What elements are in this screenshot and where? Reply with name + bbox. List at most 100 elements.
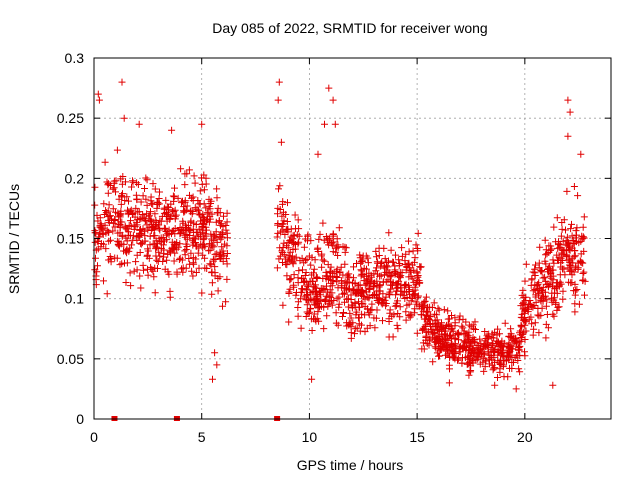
data-point [545, 249, 553, 256]
data-point [278, 212, 286, 220]
data-point [118, 193, 126, 201]
data-point [211, 349, 219, 357]
data-point [116, 211, 124, 219]
data-point [136, 226, 144, 234]
data-point [314, 308, 322, 316]
data-point [305, 252, 313, 260]
data-point [347, 314, 355, 322]
data-point [510, 337, 518, 345]
data-point [555, 238, 562, 246]
data-point [164, 250, 172, 258]
data-point [181, 181, 189, 189]
data-point [521, 277, 529, 285]
data-point [128, 241, 135, 249]
data-point [581, 291, 588, 299]
data-point [542, 302, 550, 310]
data-point [545, 242, 553, 250]
data-point [193, 205, 201, 213]
data-point [387, 246, 395, 254]
data-point [510, 358, 517, 366]
data-point [578, 232, 586, 240]
data-point [219, 302, 226, 310]
data-point [190, 172, 198, 180]
data-point [339, 243, 347, 251]
data-point [553, 251, 561, 259]
data-point [145, 254, 153, 262]
data-point [474, 349, 482, 356]
data-point [315, 235, 323, 243]
data-point [488, 341, 496, 349]
data-point [414, 293, 422, 301]
data-point [110, 184, 118, 192]
data-point [422, 293, 430, 301]
axis-ticks [93, 57, 611, 420]
data-point [389, 333, 397, 341]
data-point [181, 198, 189, 206]
data-point [121, 259, 128, 267]
data-point [364, 259, 372, 267]
data-point [571, 308, 579, 316]
data-point [522, 260, 530, 268]
data-point [531, 265, 539, 273]
data-point [403, 301, 411, 309]
data-point [431, 317, 439, 325]
data-point [322, 268, 330, 276]
data-point [185, 166, 193, 174]
data-point [472, 326, 479, 333]
data-point [129, 178, 137, 186]
data-point [324, 288, 332, 296]
data-point [313, 299, 321, 307]
data-point [563, 233, 571, 241]
data-point [571, 280, 579, 288]
data-point [442, 334, 450, 342]
data-point [402, 316, 410, 324]
data-point [168, 244, 176, 252]
data-point [463, 344, 470, 351]
data-point [579, 276, 587, 284]
plot-frame [93, 57, 612, 420]
data-point [416, 279, 424, 287]
data-point [544, 266, 551, 273]
data-point [571, 291, 579, 299]
data-point [299, 266, 306, 274]
data-point [512, 385, 520, 393]
data-point [126, 269, 134, 277]
data-point [276, 182, 284, 190]
data-point [125, 228, 133, 236]
data-point [332, 309, 340, 317]
data-point [208, 235, 216, 243]
data-point [455, 316, 463, 324]
data-point [294, 312, 302, 320]
data-point [133, 233, 141, 241]
data-point [222, 226, 230, 234]
data-point [519, 330, 527, 338]
data-point [449, 346, 457, 354]
data-point [333, 265, 341, 273]
data-point [423, 328, 431, 336]
data-point [103, 290, 111, 298]
data-point [143, 210, 151, 218]
data-point [385, 290, 393, 298]
data-point [548, 298, 556, 306]
data-point [395, 256, 403, 264]
data-point [454, 330, 462, 338]
data-point [522, 293, 530, 301]
data-point [317, 302, 325, 310]
data-point [471, 318, 479, 326]
data-point [216, 248, 224, 256]
data-point [459, 345, 467, 353]
data-point [309, 287, 317, 295]
data-point [198, 180, 206, 188]
data-point [397, 272, 405, 280]
data-point [215, 217, 223, 225]
data-point [447, 341, 455, 349]
data-point [273, 264, 281, 272]
data-point [432, 338, 440, 346]
data-point [155, 195, 163, 202]
data-point [347, 334, 355, 342]
data-point [174, 194, 182, 202]
data-point [167, 212, 175, 220]
data-point [283, 225, 291, 233]
data-point [317, 285, 325, 292]
data-point [179, 268, 187, 276]
